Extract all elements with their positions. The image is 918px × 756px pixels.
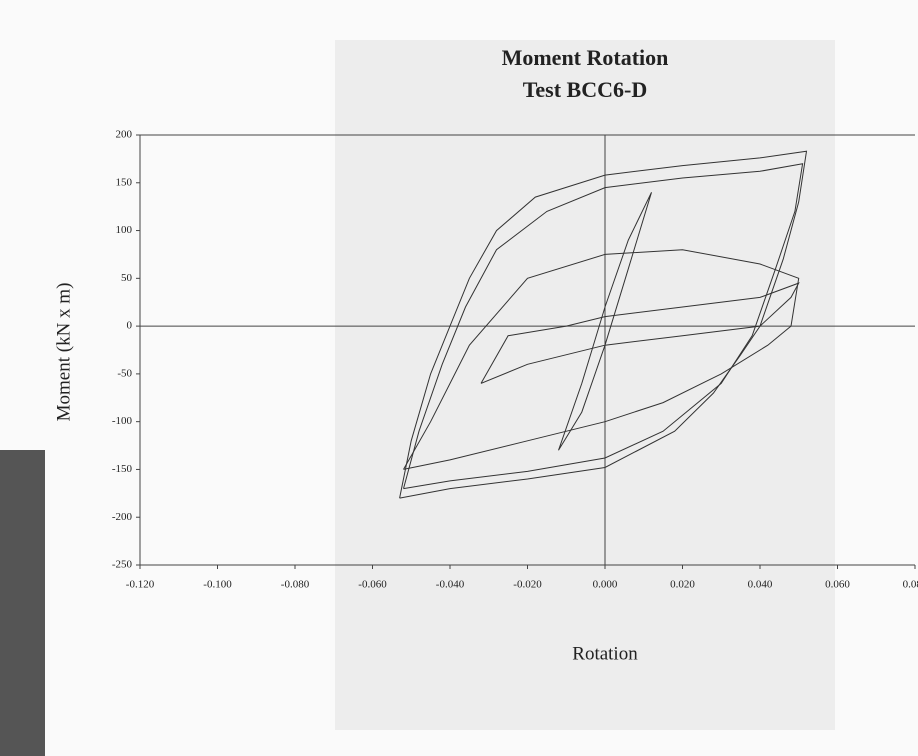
- y-tick-label: -150: [112, 463, 133, 475]
- x-tick-label: -0.100: [203, 579, 232, 591]
- chart-title: Moment Rotation: [502, 45, 669, 70]
- chart-subtitle: Test BCC6-D: [523, 77, 647, 102]
- y-tick-label: -250: [112, 559, 133, 571]
- y-tick-label: 100: [116, 224, 133, 236]
- shadow: [335, 40, 835, 730]
- y-tick-label: -200: [112, 511, 133, 523]
- background: [0, 450, 45, 756]
- chart: Moment Rotation Test BCC6-D Rotation Mom…: [0, 0, 918, 756]
- x-tick-label: -0.060: [358, 579, 387, 591]
- y-tick-label: -50: [117, 367, 132, 379]
- x-tick-label: -0.080: [281, 579, 310, 591]
- x-tick-label: -0.020: [513, 579, 542, 591]
- y-tick-label: -100: [112, 415, 133, 427]
- x-axis-label: Rotation: [572, 643, 638, 664]
- x-tick-label: 0.000: [593, 579, 618, 591]
- x-tick-label: 0.020: [670, 579, 695, 591]
- x-tick-label: 0.040: [748, 579, 773, 591]
- y-axis-label: Moment (kN x m): [53, 283, 74, 422]
- y-tick-label: 50: [121, 272, 133, 284]
- x-tick-label: -0.040: [436, 579, 465, 591]
- y-tick-label: 0: [127, 320, 133, 332]
- x-tick-label: 0.060: [825, 579, 850, 591]
- x-tick-label: -0.120: [126, 579, 155, 591]
- y-tick-label: 150: [116, 176, 133, 188]
- x-tick-label: 0.080: [903, 579, 918, 591]
- y-tick-label: 200: [116, 129, 133, 141]
